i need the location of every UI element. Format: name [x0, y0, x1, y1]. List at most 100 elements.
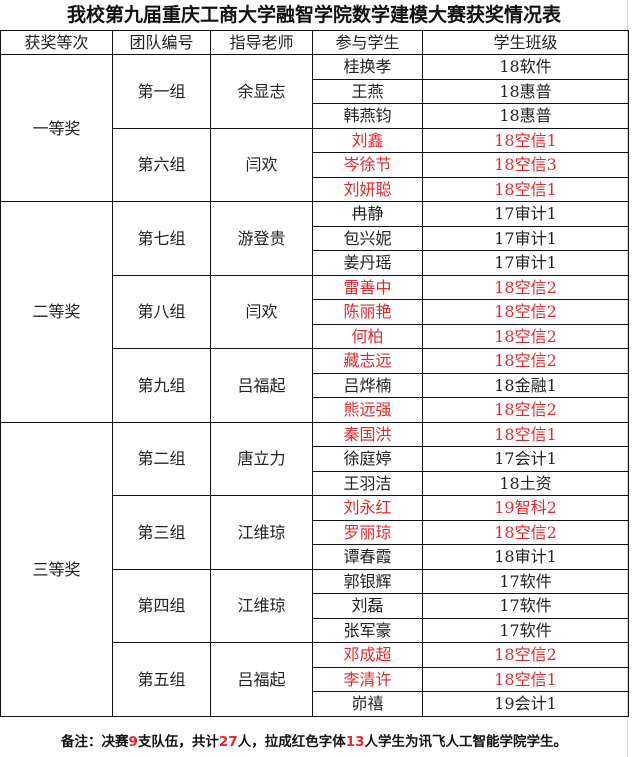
header-class: 学生班级: [422, 30, 629, 55]
student-class-cell: 18惠普: [422, 103, 629, 129]
table-row: 第四组 江维琼 郭银辉 17软件: [1, 568, 629, 643]
student-name-cell: 桂换孝: [312, 54, 423, 80]
team-cell: 第九组: [112, 348, 211, 423]
student-class-cell: 18空信2: [422, 323, 629, 349]
team-cell: 第四组: [112, 568, 211, 643]
student-class-cell: 18空信3: [422, 152, 629, 178]
header-team: 团队编号: [112, 30, 211, 55]
student-class-cell: 17审计1: [422, 250, 629, 276]
team-cell: 第二组: [112, 421, 211, 496]
table-row: 刘磊 17软件: [1, 593, 629, 619]
student-name-cell: 谭春霞: [312, 544, 423, 570]
student-class-cell: 18空信1: [422, 421, 629, 447]
team-cell: 第六组: [112, 127, 211, 202]
student-class-cell: 19智科2: [422, 495, 629, 521]
table-row: 包兴妮 17审计1: [1, 225, 629, 251]
note-team-count: 9: [128, 734, 138, 750]
student-name-cell: 邓成超: [312, 642, 423, 668]
table-row: 王燕 18惠普: [1, 78, 629, 104]
note-red-count: 13: [345, 734, 365, 750]
student-name-cell: 姜丹瑶: [312, 250, 423, 276]
student-name-cell: 雷善中: [312, 274, 423, 300]
student-class-cell: 18土资: [422, 470, 629, 496]
student-name-cell: 岑徐节: [312, 152, 423, 178]
student-name-cell: 峁禧: [312, 691, 423, 717]
student-name-cell: 熊远强: [312, 397, 423, 423]
table-row: 陈丽艳 18空信2: [1, 299, 629, 325]
student-class-cell: 17软件: [422, 568, 629, 594]
student-name-cell: 王羽洁: [312, 470, 423, 496]
advisor-cell: 闫欢: [210, 274, 313, 349]
table-row: 二等奖 第七组 游登贵 冉静 17审计1: [0, 201, 629, 423]
student-class-cell: 17软件: [422, 593, 629, 619]
student-name-cell: 刘鑫: [312, 127, 423, 153]
header-advisor: 指导老师: [210, 30, 313, 55]
header-award-level: 获奖等次: [0, 30, 113, 55]
student-class-cell: 18审计1: [422, 544, 629, 570]
table-row: 罗丽琼 18空信2: [1, 519, 629, 545]
note-text: 支队伍，共计: [137, 734, 219, 750]
student-class-cell: 18空信2: [422, 348, 629, 374]
student-name-cell: 刘妍聪: [312, 176, 423, 202]
advisor-cell: 吕福起: [210, 642, 313, 717]
table-row: 三等奖 第二组 唐立力 秦国洪 18空信1: [0, 421, 629, 717]
student-class-cell: 18空信2: [422, 642, 629, 668]
student-class-cell: 18空信2: [422, 519, 629, 545]
student-name-cell: 罗丽琼: [312, 519, 423, 545]
advisor-cell: 余显志: [210, 54, 313, 129]
table-row: 第五组 吕福起 邓成超 18空信2: [1, 642, 629, 717]
team-cell: 第三组: [112, 495, 211, 570]
table-row: 一等奖 第一组 余显志 桂换孝 18软件: [0, 54, 629, 202]
table-row: 韩燕钧 18惠普: [1, 103, 629, 129]
team-cell: 第一组: [112, 54, 211, 129]
award-level-cell: 二等奖: [0, 201, 113, 423]
student-class-cell: 19会计1: [422, 691, 629, 717]
award-level-cell: 三等奖: [0, 421, 113, 717]
student-name-cell: 刘永红: [312, 495, 423, 521]
student-class-cell: 18惠普: [422, 78, 629, 104]
student-name-cell: 张军豪: [312, 617, 423, 643]
table-row: 峁禧 19会计1: [1, 691, 629, 717]
student-class-cell: 17软件: [422, 617, 629, 643]
team-cell: 第五组: [112, 642, 211, 717]
page-title: 我校第九届重庆工商大学融智学院数学建模大赛获奖情况表: [66, 4, 561, 26]
student-class-cell: 18空信1: [422, 666, 629, 692]
table-row: 第三组 江维琼 刘永红 19智科2: [1, 495, 629, 570]
student-class-cell: 18空信1: [422, 176, 629, 202]
table-row: 第九组 吕福起 藏志远 18空信2: [1, 348, 629, 423]
table-row: 刘妍聪 18空信1: [1, 176, 629, 202]
note-text: 人学生为讯飞人工智能学院学生。: [364, 734, 568, 750]
student-name-cell: 徐庭婷: [312, 446, 423, 472]
table-row: 徐庭婷 17会计1: [1, 446, 629, 472]
student-name-cell: 王燕: [312, 78, 423, 104]
student-name-cell: 韩燕钧: [312, 103, 423, 129]
student-name-cell: 包兴妮: [312, 225, 423, 251]
student-name-cell: 藏志远: [312, 348, 423, 374]
student-class-cell: 17会计1: [422, 446, 629, 472]
note-text: 备注：决赛: [61, 734, 129, 750]
header-student: 参与学生: [312, 30, 423, 55]
note-text: 人，拉成红色字体: [237, 734, 346, 750]
student-class-cell: 18空信1: [422, 127, 629, 153]
student-class-cell: 18软件: [422, 54, 629, 80]
awards-table: 获奖等次 团队编号 指导老师 参与学生 学生班级 一等奖 第一组 余显志 桂换孝 18软…: [0, 30, 629, 717]
table-row: 岑徐节 18空信3: [1, 152, 629, 178]
student-name-cell: 冉静: [312, 201, 423, 227]
advisor-cell: 江维琼: [210, 495, 313, 570]
student-class-cell: 18金融1: [422, 372, 629, 398]
student-name-cell: 吕烨楠: [312, 372, 423, 398]
student-class-cell: 18空信2: [422, 274, 629, 300]
student-name-cell: 郭银辉: [312, 568, 423, 594]
footnote: 备注：决赛9支队伍，共计27人，拉成红色字体13人学生为讯飞人工智能学院学生。: [0, 728, 628, 757]
advisor-cell: 江维琼: [210, 568, 313, 643]
table-row: 张军豪 17软件: [1, 617, 629, 643]
table-row: 姜丹瑶 17审计1: [1, 250, 629, 276]
team-cell: 第八组: [112, 274, 211, 349]
student-class-cell: 17审计1: [422, 201, 629, 227]
header-row: 获奖等次 团队编号 指导老师 参与学生 学生班级: [0, 30, 629, 55]
student-name-cell: 李清许: [312, 666, 423, 692]
student-class-cell: 18空信2: [422, 299, 629, 325]
student-class-cell: 17审计1: [422, 225, 629, 251]
advisor-cell: 游登贵: [210, 201, 313, 276]
advisor-cell: 吕福起: [210, 348, 313, 423]
